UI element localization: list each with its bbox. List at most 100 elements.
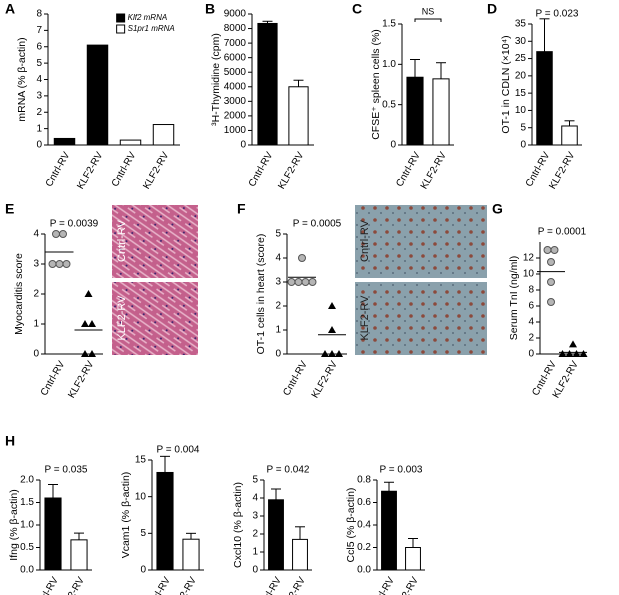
point (550, 246, 559, 254)
y-tick-label: 0 (33, 349, 39, 360)
micrograph (355, 205, 487, 278)
point (62, 260, 71, 268)
annotation: P = 0.003 (380, 465, 423, 476)
point (547, 298, 555, 306)
x-tick-label: Cntrl-RV (144, 575, 173, 595)
x-tick-label: KLF2-RV (276, 150, 306, 191)
y-tick-label: 15 (135, 455, 147, 466)
x-tick-label: KLF2-RV (419, 150, 449, 191)
legend-swatch (116, 24, 126, 34)
point (308, 278, 317, 286)
y-axis-label: OT-1 in CDLN (×10⁴) (500, 35, 512, 133)
y-tick-label: 6 (36, 41, 42, 52)
x-tick-label: Cntrl-RV (110, 150, 139, 189)
x-tick-label: Cntrl-RV (281, 359, 310, 398)
y-axis-label: Serum TnI (ng/ml) (508, 256, 520, 340)
y-tick-label: 1.0 (382, 59, 396, 70)
y-tick-label: 0.6 (357, 497, 371, 508)
point (328, 326, 336, 333)
y-axis-label: CFSE⁺ spleen cells (%) (370, 29, 382, 140)
point (543, 246, 552, 254)
panel-letter: C (352, 1, 362, 17)
y-tick-label: 0 (528, 349, 534, 360)
y-axis-label: ³H-Thymidine (cpm) (210, 33, 222, 126)
y-tick-label: 7000 (224, 38, 247, 49)
x-tick-label: Cntrl-RV (255, 575, 284, 595)
y-tick-label: 0 (140, 565, 146, 576)
micrograph (355, 282, 487, 355)
y-axis-label: OT-1 cells in heart (score) (255, 234, 267, 355)
y-tick-label: 5 (275, 229, 281, 240)
x-tick-label: KLF2-RV (391, 575, 421, 595)
annotation: P = 0.0001 (538, 227, 587, 238)
y-tick-label: 0 (252, 565, 258, 576)
y-tick-label: 10 (523, 269, 535, 280)
bar (381, 490, 397, 571)
y-tick-label: 3000 (224, 96, 247, 107)
y-tick-label: 0 (275, 349, 281, 360)
annotation: P = 0.042 (267, 465, 310, 476)
bar (86, 44, 109, 146)
y-tick-label: 10 (135, 491, 147, 502)
point (48, 260, 57, 268)
panel-letter: B (205, 1, 215, 17)
panel-letter: E (5, 201, 14, 217)
y-tick-label: 0.2 (357, 542, 371, 553)
point (84, 290, 93, 297)
point (569, 340, 577, 348)
x-tick-label: KLF2-RV (66, 359, 96, 400)
point (565, 350, 574, 357)
legend-swatch (116, 13, 126, 23)
y-tick-label: 0.8 (357, 475, 371, 486)
y-tick-label: 1.0 (20, 520, 34, 531)
panel-letter: A (5, 1, 15, 17)
y-tick-label: 6 (528, 301, 534, 312)
y-tick-label: 4000 (224, 81, 247, 92)
x-tick-label: KLF2-RV (141, 150, 171, 191)
y-tick-label: 5 (252, 475, 258, 486)
annotation: P = 0.023 (536, 9, 579, 20)
y-axis-label: mRNA (% β-actin) (16, 37, 28, 121)
y-tick-label: 1.5 (382, 19, 396, 30)
y-axis-label: Vcam1 (% β-actin) (120, 472, 132, 559)
y-tick-label: 2 (36, 107, 42, 118)
y-axis-label: Myocarditis score (13, 253, 25, 335)
bar (561, 125, 578, 146)
y-tick-label: 0 (240, 140, 246, 151)
point (88, 320, 96, 327)
y-tick-label: 8 (36, 9, 42, 20)
point (88, 350, 96, 357)
y-tick-label: 4 (36, 74, 42, 85)
bar (536, 51, 553, 146)
image-label: Cntrl-RV (116, 219, 128, 262)
x-tick-label: KLF2-RV (169, 575, 199, 595)
y-tick-label: 1 (252, 547, 258, 558)
point (52, 230, 60, 238)
bar (70, 539, 88, 571)
y-tick-label: 2 (33, 289, 39, 300)
point (301, 278, 310, 286)
annotation: P = 0.0039 (50, 219, 99, 230)
bar (119, 139, 142, 146)
y-axis-label: Ccl5 (% β-actin) (345, 488, 357, 563)
y-axis-label: Cxcl10 (% β-actin) (232, 482, 244, 568)
y-tick-label: 0.0 (20, 565, 34, 576)
y-tick-label: 0.5 (382, 99, 396, 110)
y-tick-label: 25 (515, 53, 527, 64)
y-tick-label: 1 (36, 123, 42, 134)
point (335, 350, 343, 357)
point (328, 350, 336, 357)
y-tick-label: 3 (275, 277, 281, 288)
y-tick-label: 2 (275, 301, 281, 312)
panel-letter: G (492, 201, 503, 217)
point (55, 260, 64, 268)
bar (53, 137, 76, 146)
y-tick-label: 2.0 (20, 475, 34, 486)
bar (288, 86, 309, 146)
point (321, 350, 329, 357)
bar (182, 538, 200, 571)
bar (292, 538, 308, 571)
panel-letter: F (237, 201, 246, 217)
y-tick-label: 5 (140, 528, 146, 539)
y-tick-label: 6000 (224, 52, 247, 63)
